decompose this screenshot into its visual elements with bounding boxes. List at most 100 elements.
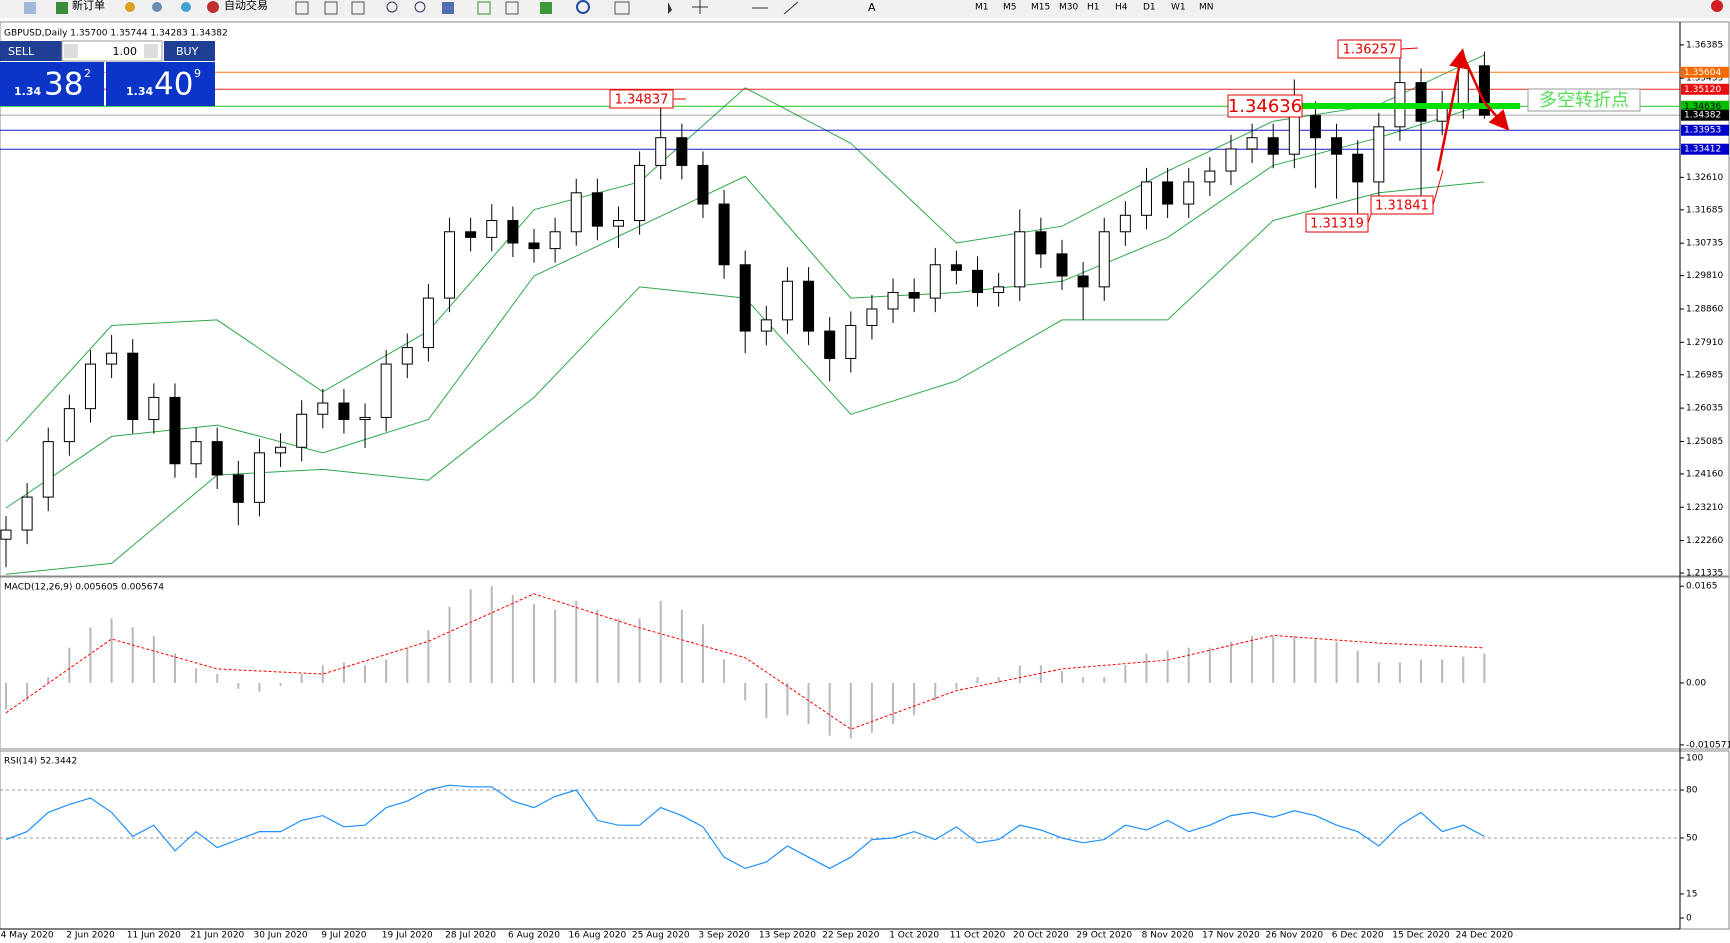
rsi-line — [5, 784, 1485, 870]
candle-body — [338, 402, 350, 421]
bollinger-band — [5, 54, 1485, 442]
macd-bar — [807, 682, 810, 724]
icon[interactable] — [152, 2, 162, 12]
timeframe-button[interactable]: M5 — [1003, 3, 1017, 13]
icon[interactable] — [614, 1, 630, 15]
icon[interactable] — [540, 2, 552, 14]
macd-bar — [152, 636, 155, 683]
x-tick-label: 11 Jun 2020 — [127, 931, 181, 941]
macd-bar — [1061, 671, 1063, 683]
cursor-icon[interactable] — [668, 2, 672, 14]
timeframe-button[interactable]: M30 — [1059, 3, 1078, 13]
sell-price-point: 2 — [84, 67, 91, 80]
timeframe-button[interactable]: MN — [1199, 3, 1214, 13]
x-tick-label: 17 Nov 2020 — [1202, 931, 1260, 941]
annotation-box — [1527, 88, 1641, 112]
macd-bar — [638, 618, 641, 683]
icon[interactable] — [295, 1, 309, 15]
candle-body — [908, 291, 920, 299]
text-icon[interactable]: A — [868, 1, 876, 14]
y-tick-label: 1.21335 — [1686, 569, 1723, 579]
macd-bar — [469, 589, 472, 683]
macd-bar — [1272, 636, 1275, 683]
macd-bar — [849, 682, 852, 739]
timeframe-button[interactable]: H4 — [1115, 3, 1128, 13]
volume-value[interactable]: 1.00 — [113, 45, 138, 58]
icon[interactable] — [477, 1, 491, 15]
macd-bar — [342, 662, 345, 683]
macd-bar — [701, 624, 704, 683]
candle-body — [444, 231, 456, 299]
panel-title: GBPUSD,Daily 1.35700 1.35744 1.34283 1.3… — [4, 29, 228, 39]
panel-title: RSI(14) 52.3442 — [4, 757, 77, 767]
x-tick-label: 3 Sep 2020 — [698, 931, 750, 941]
timeframe-button[interactable]: H1 — [1087, 3, 1100, 13]
macd-bar — [385, 659, 388, 683]
zoom-in-icon[interactable] — [386, 1, 398, 13]
buy-button[interactable] — [164, 41, 215, 61]
macd-bar — [1314, 638, 1317, 683]
new-order-icon[interactable] — [56, 2, 68, 14]
zoom-out-icon[interactable] — [414, 1, 426, 13]
icon[interactable] — [125, 2, 135, 12]
sell-button[interactable] — [0, 41, 62, 61]
macd-bar — [976, 677, 979, 683]
candle-body — [1204, 170, 1216, 183]
timeframe-button[interactable]: W1 — [1171, 3, 1186, 13]
y-tick-label: 1.35435 — [1686, 74, 1723, 84]
macd-bar — [1420, 659, 1423, 683]
macd-bar — [1166, 650, 1169, 683]
macd-bar — [1251, 636, 1254, 683]
crosshair-icon[interactable] — [692, 0, 708, 14]
zoom-icon[interactable] — [24, 2, 36, 14]
new-order-button[interactable]: 新订单 — [72, 0, 105, 12]
volume-up[interactable] — [144, 44, 158, 58]
macd-bar — [173, 653, 176, 683]
icon[interactable] — [351, 1, 365, 15]
plots: GBPUSD,Daily 1.35700 1.35744 1.34283 1.3… — [0, 29, 1730, 941]
macd-bar — [1018, 665, 1021, 683]
macd-bar — [828, 682, 831, 736]
alert-badge[interactable] — [1711, 0, 1723, 12]
macd-signal — [5, 593, 1485, 730]
volume-box[interactable] — [61, 40, 163, 62]
x-tick-label: 2 Jun 2020 — [66, 931, 115, 941]
timeframe-button[interactable]: M1 — [975, 3, 989, 13]
macd-bar — [533, 603, 535, 683]
candle-body — [845, 324, 857, 359]
x-tick-label: 20 Oct 2020 — [1013, 931, 1069, 941]
price-level-label: 1.35604 — [1684, 68, 1721, 78]
sell-price-box[interactable] — [0, 62, 104, 106]
macd-bar — [1082, 677, 1085, 683]
candle-body — [359, 416, 371, 421]
candle-body — [63, 408, 75, 443]
icon[interactable] — [324, 1, 338, 15]
line-icon[interactable] — [752, 1, 799, 15]
candle-body — [1309, 115, 1321, 139]
macd-panel-frame — [0, 576, 1730, 750]
buy-price-box[interactable] — [106, 62, 215, 106]
macd-bar — [47, 677, 50, 683]
auto-trade-button[interactable]: 自动交易 — [224, 0, 268, 12]
one-click-panel: SELL 1.00 BUY 1.34 38 2 1.34 40 9 — [0, 40, 215, 106]
icon[interactable] — [181, 2, 191, 12]
macd-bar — [448, 606, 451, 683]
volume-down[interactable] — [64, 44, 78, 58]
candle-body — [21, 496, 33, 531]
candle-body — [528, 242, 540, 250]
icon[interactable] — [505, 1, 519, 15]
timeframe-button[interactable]: M15 — [1031, 3, 1050, 13]
candle-body — [655, 137, 667, 166]
candle-body — [950, 264, 962, 271]
auto-trade-icon[interactable] — [207, 1, 219, 13]
icon[interactable] — [442, 2, 454, 14]
buy-price-pips: 40 — [154, 67, 193, 103]
timeframe-button[interactable]: D1 — [1143, 3, 1156, 13]
candle-body — [1331, 137, 1343, 155]
candle-body — [253, 452, 265, 503]
main-panel-frame — [0, 21, 1730, 577]
macd-bar — [1335, 641, 1338, 683]
icon[interactable] — [576, 0, 590, 14]
candle-body — [1246, 137, 1258, 150]
